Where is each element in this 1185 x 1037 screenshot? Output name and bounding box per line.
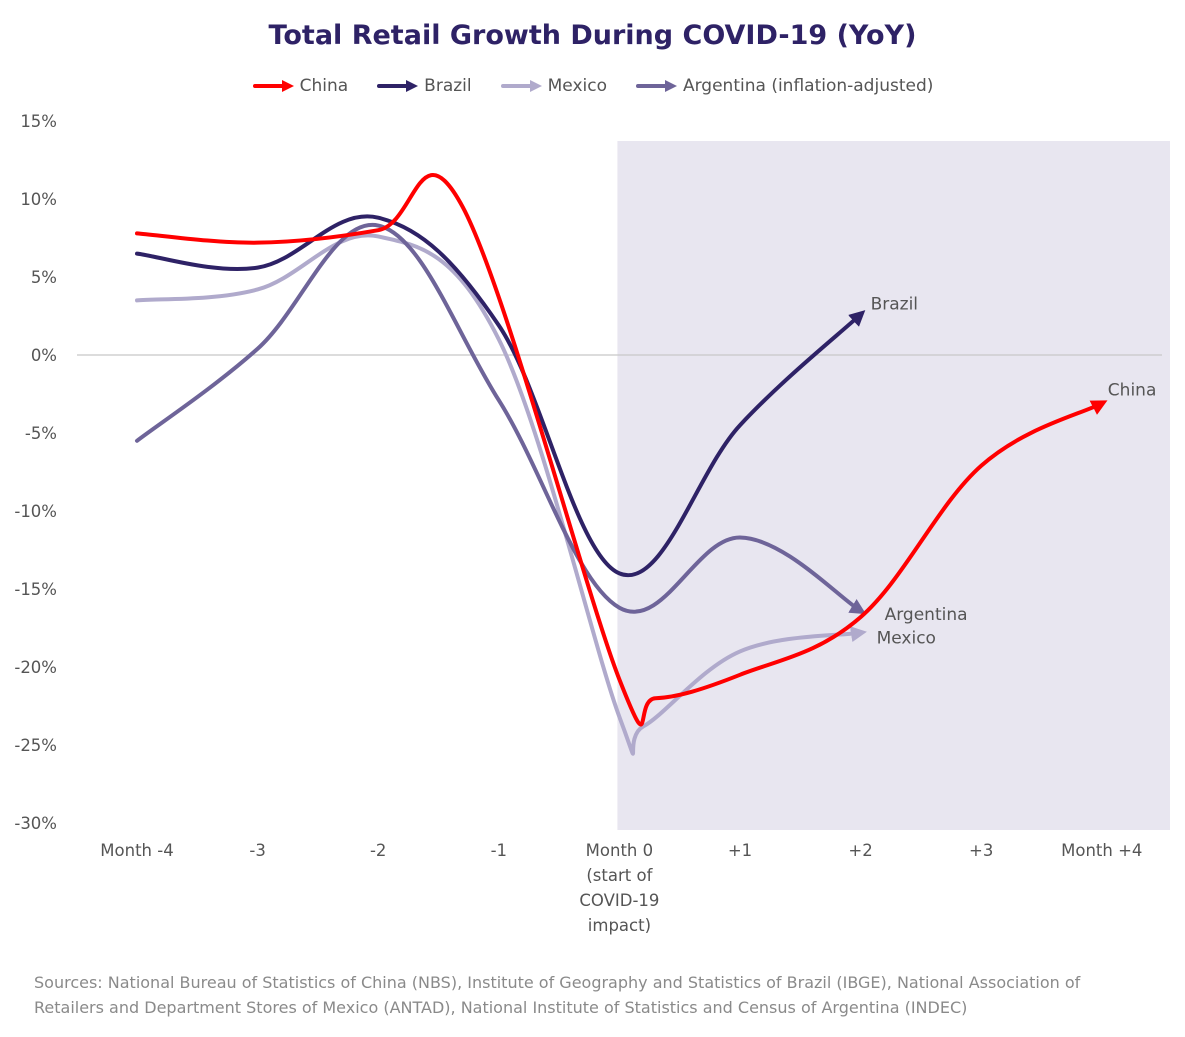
legend-item-brazil: Brazil [376, 76, 472, 96]
legend-item-mexico: Mexico [500, 76, 607, 96]
x-tick-label: -2 [370, 841, 386, 860]
legend-item-china: China [252, 76, 349, 96]
legend-label: Brazil [424, 76, 472, 96]
y-tick-label: -10% [14, 502, 57, 521]
y-tick-label: -20% [14, 658, 57, 677]
legend-label: Argentina (inflation-adjusted) [682, 76, 934, 96]
x-tick-label: +2 [848, 841, 872, 860]
legend-label: China [299, 76, 349, 96]
x-tick-label: +1 [728, 841, 752, 860]
end-label-brazil: Brazil [871, 294, 918, 314]
x-tick-label: Month +4 [1061, 841, 1142, 860]
legend: China Brazil Mexico Argentina (inflation-ad… [0, 76, 1185, 96]
end-label-argentina: Argentina [885, 605, 968, 625]
y-tick-label: -25% [14, 736, 57, 755]
end-label-china: China [1108, 380, 1157, 400]
legend-arrow-icon [377, 80, 419, 92]
x-tick-label: Month -4 [100, 841, 173, 860]
x-tick-label: -1 [491, 841, 507, 860]
y-tick-label: -5% [25, 424, 57, 443]
x-tick-label: COVID-19 [579, 891, 659, 910]
y-tick-label: -30% [14, 814, 57, 833]
end-label-mexico: Mexico [877, 629, 936, 649]
chart-title: Total Retail Growth During COVID-19 (YoY… [268, 20, 917, 51]
y-tick-label: 0% [31, 346, 57, 365]
legend-arrow-icon [500, 80, 542, 92]
x-tick-label: (start of [586, 866, 653, 885]
x-tick-label: +3 [969, 841, 993, 860]
series-line-china [135, 173, 1108, 727]
legend-label: Mexico [547, 76, 607, 96]
x-tick-label: Month 0 [586, 841, 653, 860]
legend-item-argentina: Argentina (inflation-adjusted) [635, 76, 933, 96]
legend-arrow-icon [635, 80, 677, 92]
shaded-region [617, 141, 1170, 830]
series-line-mexico [135, 233, 867, 756]
y-tick-label: -15% [14, 580, 57, 599]
x-tick-label: impact) [588, 916, 651, 935]
legend-arrow-icon [252, 80, 294, 92]
source-note: Sources: National Bureau of Statistics o… [34, 973, 1081, 1017]
y-tick-label: 5% [31, 268, 57, 287]
y-tick-label: 15% [20, 112, 57, 131]
series-line-argentina [135, 222, 867, 615]
x-tick-label: -3 [249, 841, 265, 860]
y-tick-label: 10% [20, 190, 57, 209]
